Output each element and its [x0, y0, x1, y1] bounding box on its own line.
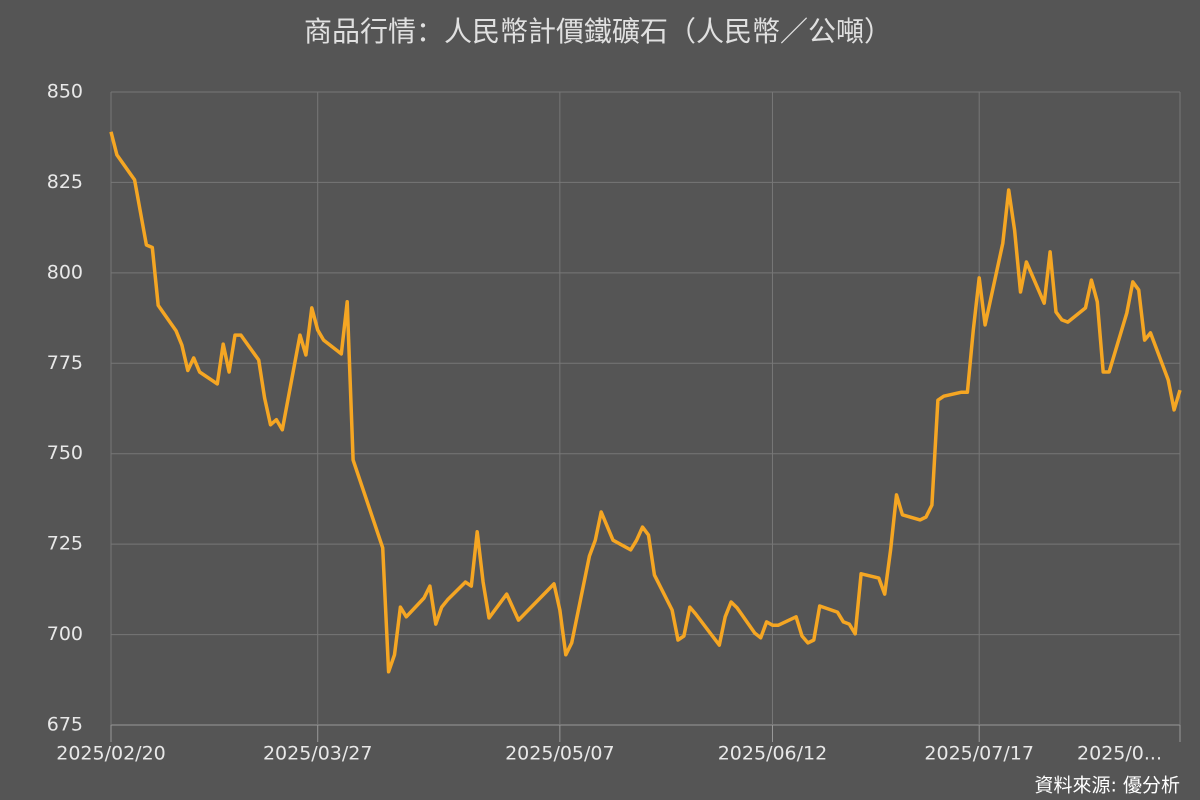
chart-title: 商品行情：人民幣計價鐵礦石（人民幣／公噸） — [304, 15, 892, 48]
source-note: 資料來源: 優分析 — [1035, 775, 1180, 797]
y-tick-label: 850 — [47, 81, 83, 103]
y-tick-label: 675 — [47, 714, 83, 736]
y-tick-label: 800 — [47, 261, 83, 283]
y-tick-label: 775 — [47, 352, 83, 374]
x-tick-label: 2025/07/17 — [924, 743, 1034, 765]
y-tick-label: 750 — [47, 442, 83, 464]
data-line — [109, 131, 1182, 674]
x-tick-label: 2025/02/20 — [56, 743, 166, 765]
x-tick-label: 2025/03/27 — [263, 743, 373, 765]
x-tick-label: 2025/0... — [1077, 743, 1162, 765]
y-tick-label: 700 — [47, 623, 83, 645]
x-tick-label: 2025/05/07 — [505, 743, 615, 765]
y-tick-label: 825 — [47, 171, 83, 193]
x-tick-label: 2025/06/12 — [718, 743, 828, 765]
y-tick-label: 725 — [47, 533, 83, 555]
